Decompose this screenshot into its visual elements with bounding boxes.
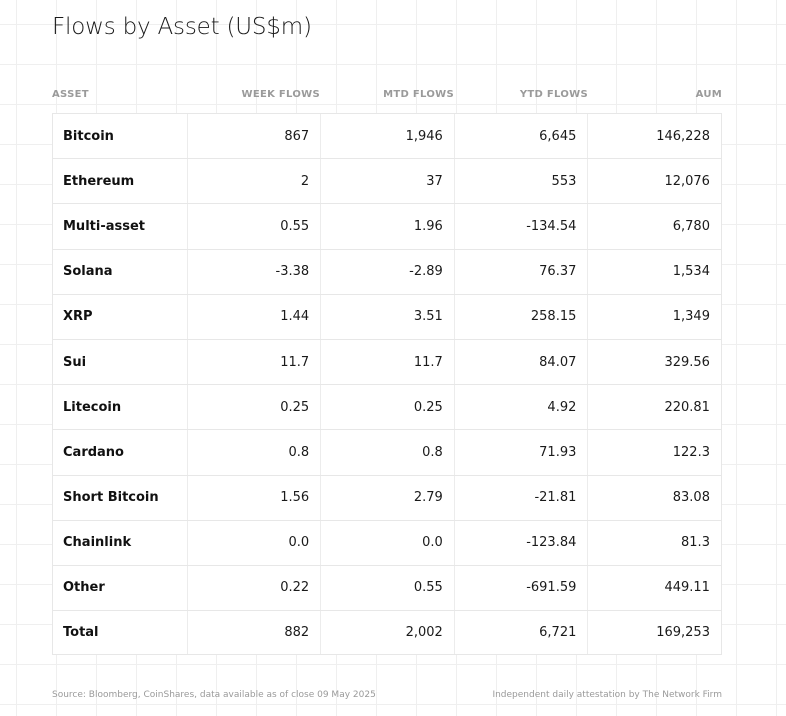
mtd-flows-value: 2,002 [320, 611, 454, 655]
ytd-flows-value: 76.37 [453, 249, 588, 294]
aum-value: 449.11 [587, 565, 721, 611]
asset-name: Litecoin [63, 399, 122, 415]
column-header-aum: AUM [695, 89, 722, 100]
attestation-note: Independent daily attestation by The Net… [492, 690, 722, 700]
week-flows-value: 0.8 [186, 430, 321, 475]
asset-name: Ethereum [63, 173, 135, 189]
ytd-flows-value: 553 [453, 159, 588, 204]
asset-name: Bitcoin [63, 128, 114, 144]
aum-value: 220.81 [587, 385, 721, 430]
table-row-total: Total 882 2,002 6,721 169,253 [53, 610, 721, 656]
flows-table: ASSET WEEK FLOWS MTD FLOWS YTD FLOWS AUM… [52, 81, 722, 656]
week-flows-value: -3.38 [186, 249, 321, 294]
table-row: Bitcoin 867 1,946 6,645 146,228 [53, 113, 721, 159]
table-row: Short Bitcoin 1.56 2.79 -21.81 83.08 [53, 474, 721, 520]
mtd-flows-value: -2.89 [320, 249, 454, 294]
asset-name: Other [63, 580, 105, 596]
aum-value: 122.3 [587, 430, 721, 475]
table-row: Sui 11.7 11.7 84.07 329.56 [53, 338, 721, 385]
aum-value: 6,780 [587, 204, 721, 249]
mtd-flows-value: 1.96 [320, 204, 454, 249]
asset-name: Sui [63, 354, 87, 370]
ytd-flows-value: 84.07 [453, 339, 588, 385]
source-note: Source: Bloomberg, CoinShares, data avai… [52, 690, 376, 700]
column-header-ytd-flows: YTD FLOWS [519, 89, 588, 100]
week-flows-value: 867 [186, 114, 321, 159]
ytd-flows-value: -691.59 [453, 565, 588, 611]
table-header: ASSET WEEK FLOWS MTD FLOWS YTD FLOWS AUM [52, 81, 722, 113]
week-flows-value: 882 [186, 611, 321, 655]
table-row: Other 0.22 0.55 -691.59 449.11 [53, 564, 721, 611]
week-flows-value: 1.56 [186, 475, 321, 520]
aum-value: 329.56 [587, 339, 721, 385]
aum-value: 169,253 [587, 611, 721, 655]
table-row: Solana -3.38 -2.89 76.37 1,534 [53, 248, 721, 294]
table-body: Bitcoin 867 1,946 6,645 146,228 Ethereum… [52, 113, 722, 656]
ytd-flows-value: 258.15 [453, 294, 588, 339]
asset-name: Multi-asset [63, 218, 145, 234]
table-row: XRP 1.44 3.51 258.15 1,349 [53, 293, 721, 339]
aum-value: 81.3 [587, 520, 721, 565]
table-row: Chainlink 0.0 0.0 -123.84 81.3 [53, 519, 721, 565]
week-flows-value: 0.55 [186, 204, 321, 249]
ytd-flows-value: 6,721 [453, 611, 588, 655]
column-header-asset: ASSET [52, 89, 89, 100]
column-header-week-flows: WEEK FLOWS [241, 89, 320, 100]
week-flows-value: 0.0 [186, 520, 321, 565]
asset-name: Cardano [63, 444, 124, 460]
ytd-flows-value: 4.92 [453, 385, 588, 430]
aum-value: 1,349 [587, 294, 721, 339]
asset-name: Total [63, 625, 99, 641]
table-row: Litecoin 0.25 0.25 4.92 220.81 [53, 384, 721, 430]
mtd-flows-value: 1,946 [320, 114, 454, 159]
aum-value: 1,534 [587, 249, 721, 294]
mtd-flows-value: 0.0 [320, 520, 454, 565]
mtd-flows-value: 0.8 [320, 430, 454, 475]
asset-name: Short Bitcoin [63, 490, 159, 506]
mtd-flows-value: 2.79 [320, 475, 454, 520]
mtd-flows-value: 11.7 [320, 339, 454, 385]
asset-name: Chainlink [63, 535, 132, 551]
page-title: Flows by Asset (US$m) [52, 14, 312, 40]
mtd-flows-value: 3.51 [320, 294, 454, 339]
asset-name: XRP [63, 309, 93, 325]
ytd-flows-value: -123.84 [453, 520, 588, 565]
mtd-flows-value: 0.25 [320, 385, 454, 430]
aum-value: 146,228 [587, 114, 721, 159]
ytd-flows-value: -21.81 [453, 475, 588, 520]
asset-name: Solana [63, 264, 113, 280]
aum-value: 12,076 [587, 159, 721, 204]
mtd-flows-value: 37 [320, 159, 454, 204]
week-flows-value: 0.22 [186, 565, 321, 611]
column-header-mtd-flows: MTD FLOWS [383, 89, 454, 100]
table-row: Multi-asset 0.55 1.96 -134.54 6,780 [53, 203, 721, 249]
week-flows-value: 11.7 [186, 339, 321, 385]
table-row: Cardano 0.8 0.8 71.93 122.3 [53, 429, 721, 475]
table-row: Ethereum 2 37 553 12,076 [53, 158, 721, 204]
week-flows-value: 0.25 [186, 385, 321, 430]
mtd-flows-value: 0.55 [320, 565, 454, 611]
week-flows-value: 2 [186, 159, 321, 204]
week-flows-value: 1.44 [186, 294, 321, 339]
ytd-flows-value: 6,645 [453, 114, 588, 159]
aum-value: 83.08 [587, 475, 721, 520]
ytd-flows-value: -134.54 [453, 204, 588, 249]
ytd-flows-value: 71.93 [453, 430, 588, 475]
